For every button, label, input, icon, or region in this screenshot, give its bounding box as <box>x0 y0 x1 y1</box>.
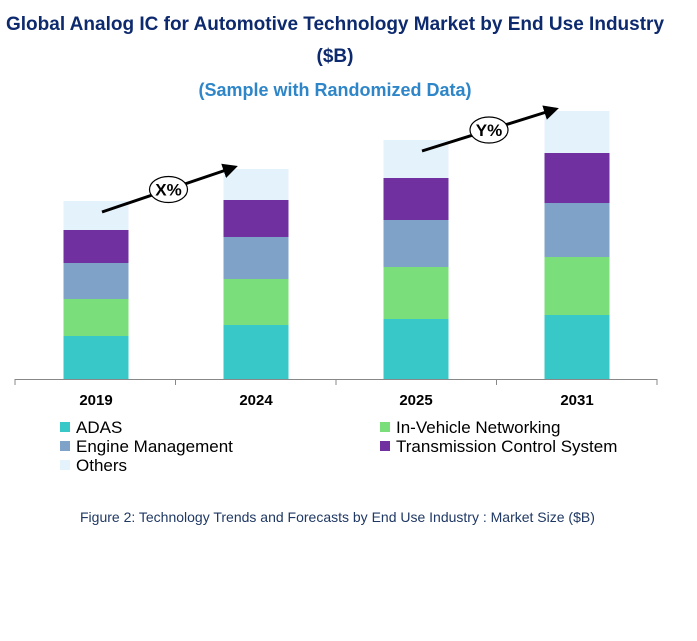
bar-2019-in-vehicle-networking <box>63 299 129 336</box>
x-tick-label-2019: 2019 <box>79 392 112 409</box>
chart-title-line2: ($B) <box>317 46 354 67</box>
bar-2031-transmission-control-system <box>544 153 610 203</box>
legend-item-in-vehicle-networking: In-Vehicle Networking <box>380 418 560 437</box>
bar-2019-transmission-control-system <box>63 230 129 263</box>
growth-label-bubble <box>469 116 509 144</box>
legend-swatch <box>60 441 70 451</box>
bar-2024-in-vehicle-networking <box>223 279 289 325</box>
bar-2025-transmission-control-system <box>383 178 449 220</box>
bar-2024-others <box>223 169 289 200</box>
bar-2019-adas <box>63 336 129 379</box>
legend-label: ADAS <box>76 418 122 437</box>
legend-swatch <box>380 422 390 432</box>
bar-2024-adas <box>223 325 289 379</box>
legend-label: Others <box>76 456 127 475</box>
figure-caption: Figure 2: Technology Trends and Forecast… <box>80 509 595 525</box>
legend-item-adas: ADAS <box>60 418 122 437</box>
bar-2025-engine-management <box>383 220 449 267</box>
growth-annotation-2: Y% <box>421 105 559 153</box>
growth-label: X% <box>155 181 181 200</box>
legend-swatch <box>60 422 70 432</box>
legend-label: Engine Management <box>76 437 233 456</box>
x-tick-label-2031: 2031 <box>560 392 593 409</box>
growth-annotations: X% Y% <box>101 105 559 214</box>
x-tick-label-2025: 2025 <box>399 392 432 409</box>
bar-2025-in-vehicle-networking <box>383 267 449 319</box>
bar-2024-engine-management <box>223 237 289 279</box>
chart-subtitle: (Sample with Randomized Data) <box>198 80 471 100</box>
bar-2025-adas <box>383 319 449 379</box>
legend-item-engine-management: Engine Management <box>60 437 233 456</box>
legend-swatch <box>60 460 70 470</box>
x-axis: 2019 2024 2025 2031 <box>14 379 658 409</box>
bar-2019-engine-management <box>63 263 129 299</box>
growth-label-bubble <box>148 175 189 204</box>
legend-item-others: Others <box>60 456 127 475</box>
bar-2031-adas <box>544 315 610 379</box>
growth-annotation-1: X% <box>101 163 238 214</box>
bar-2024-transmission-control-system <box>223 200 289 237</box>
x-tick-label-2024: 2024 <box>239 392 273 409</box>
legend-label: In-Vehicle Networking <box>396 418 560 437</box>
chart-title-line1: Global Analog IC for Automotive Technolo… <box>6 14 664 35</box>
bar-2031-others <box>544 111 610 153</box>
legend-swatch <box>380 441 390 451</box>
legend-label: Transmission Control System <box>396 437 617 456</box>
growth-label: Y% <box>476 121 502 140</box>
bar-2031-engine-management <box>544 203 610 257</box>
bars-layer <box>63 111 610 379</box>
legend: ADAS In-Vehicle Networking Engine Manageme… <box>60 418 617 475</box>
legend-item-transmission-control-system: Transmission Control System <box>380 437 617 456</box>
bar-2031-in-vehicle-networking <box>544 257 610 315</box>
